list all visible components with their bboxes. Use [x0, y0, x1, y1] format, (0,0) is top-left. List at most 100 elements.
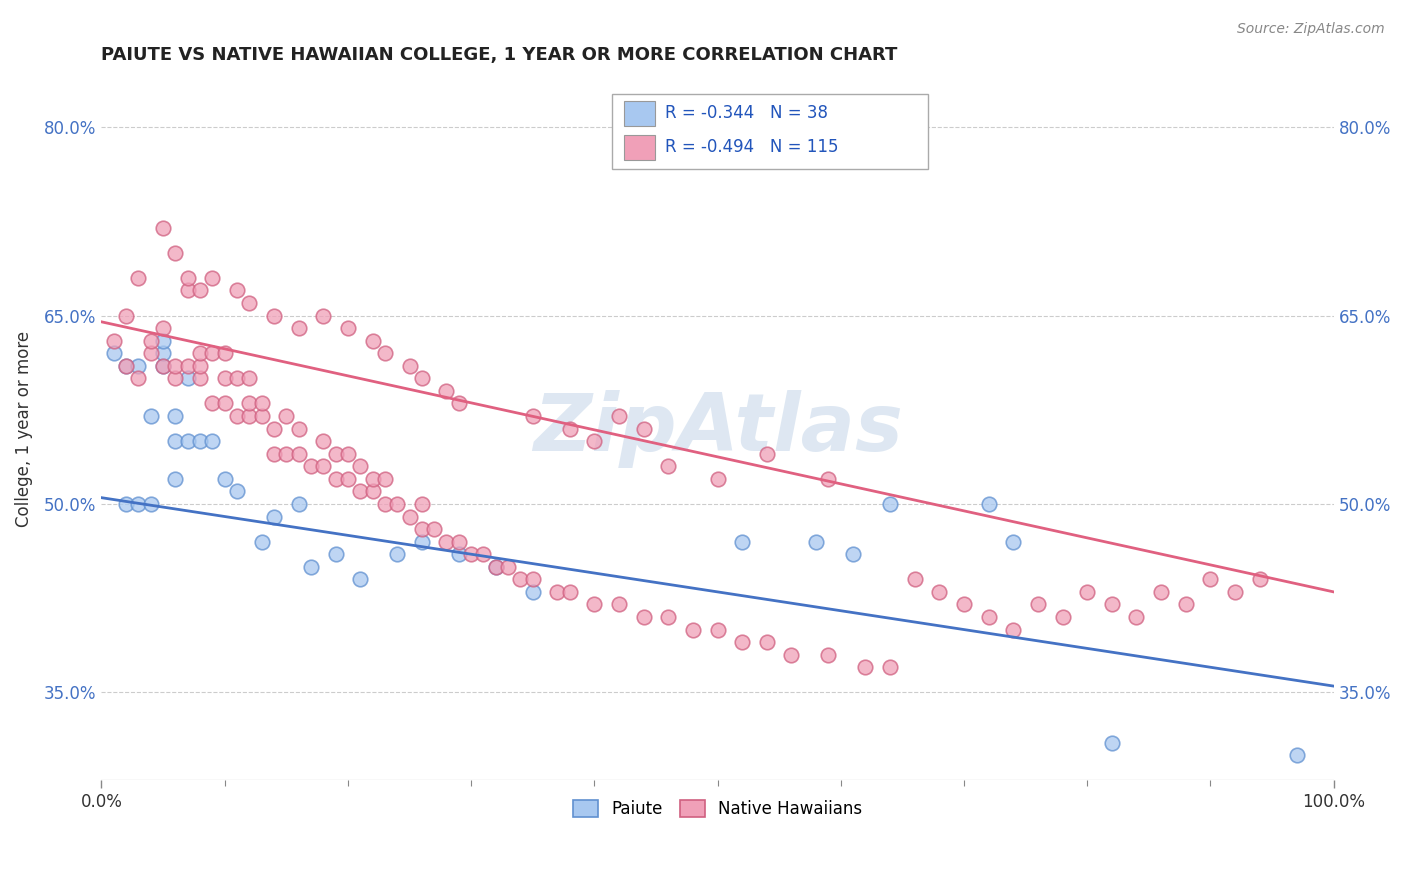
Point [706, 472, 728, 486]
Point [127, 371, 149, 385]
Point [201, 396, 224, 410]
Point [1150, 585, 1173, 599]
Point [115, 309, 138, 323]
Point [558, 585, 581, 599]
Point [731, 534, 754, 549]
Point [472, 547, 495, 561]
Point [349, 484, 371, 499]
Point [607, 598, 630, 612]
Point [657, 610, 679, 624]
Point [103, 346, 125, 360]
Point [287, 421, 309, 435]
Point [115, 497, 138, 511]
Point [263, 309, 285, 323]
Point [460, 547, 482, 561]
Point [336, 472, 359, 486]
Point [583, 598, 606, 612]
Text: R = -0.494   N = 115: R = -0.494 N = 115 [665, 138, 838, 156]
Point [238, 396, 260, 410]
Point [238, 409, 260, 423]
Point [188, 359, 211, 373]
Point [361, 334, 384, 348]
Point [398, 509, 420, 524]
Point [139, 346, 162, 360]
Point [1002, 534, 1025, 549]
Point [485, 559, 508, 574]
Point [263, 447, 285, 461]
Point [177, 271, 200, 285]
Point [139, 497, 162, 511]
Point [1101, 598, 1123, 612]
Point [633, 610, 655, 624]
Point [780, 648, 803, 662]
Point [214, 472, 236, 486]
Point [706, 623, 728, 637]
Point [201, 346, 224, 360]
Point [436, 384, 458, 398]
Point [165, 245, 187, 260]
Point [928, 585, 950, 599]
Text: R = -0.344   N = 38: R = -0.344 N = 38 [665, 104, 828, 122]
Point [1223, 585, 1246, 599]
Point [583, 434, 606, 449]
Point [287, 321, 309, 335]
Point [152, 220, 174, 235]
Point [201, 434, 224, 449]
Point [423, 522, 446, 536]
Point [127, 271, 149, 285]
Point [336, 321, 359, 335]
Point [287, 497, 309, 511]
Text: PAIUTE VS NATIVE HAWAIIAN COLLEGE, 1 YEAR OR MORE CORRELATION CHART: PAIUTE VS NATIVE HAWAIIAN COLLEGE, 1 YEA… [101, 46, 898, 64]
Point [817, 472, 839, 486]
Point [103, 334, 125, 348]
Point [226, 409, 249, 423]
Point [165, 472, 187, 486]
Point [755, 635, 778, 649]
Point [1285, 748, 1308, 763]
Point [522, 572, 544, 586]
Point [349, 572, 371, 586]
Point [1199, 572, 1222, 586]
Point [250, 409, 273, 423]
Point [607, 409, 630, 423]
Point [436, 534, 458, 549]
Point [325, 547, 347, 561]
Point [325, 447, 347, 461]
Point [336, 447, 359, 461]
Point [188, 371, 211, 385]
Y-axis label: College, 1 year or more: College, 1 year or more [15, 331, 32, 526]
Point [349, 459, 371, 474]
Point [879, 660, 901, 674]
Point [682, 623, 704, 637]
Point [522, 585, 544, 599]
Point [214, 346, 236, 360]
Point [177, 359, 200, 373]
Point [139, 334, 162, 348]
Point [165, 359, 187, 373]
Point [127, 497, 149, 511]
Point [1002, 623, 1025, 637]
Point [1101, 736, 1123, 750]
Point [287, 447, 309, 461]
Point [485, 559, 508, 574]
Point [411, 534, 433, 549]
Point [855, 660, 877, 674]
Point [188, 346, 211, 360]
Point [447, 396, 470, 410]
Point [1174, 598, 1197, 612]
Point [152, 321, 174, 335]
Point [226, 284, 249, 298]
Point [361, 484, 384, 499]
Point [312, 309, 335, 323]
Point [633, 421, 655, 435]
Point [411, 497, 433, 511]
Text: Source: ZipAtlas.com: Source: ZipAtlas.com [1237, 22, 1385, 37]
Point [731, 635, 754, 649]
Point [953, 598, 976, 612]
Legend: Paiute, Native Hawaiians: Paiute, Native Hawaiians [567, 793, 869, 825]
Point [509, 572, 531, 586]
Point [299, 559, 322, 574]
Point [214, 396, 236, 410]
Point [546, 585, 568, 599]
Point [188, 284, 211, 298]
